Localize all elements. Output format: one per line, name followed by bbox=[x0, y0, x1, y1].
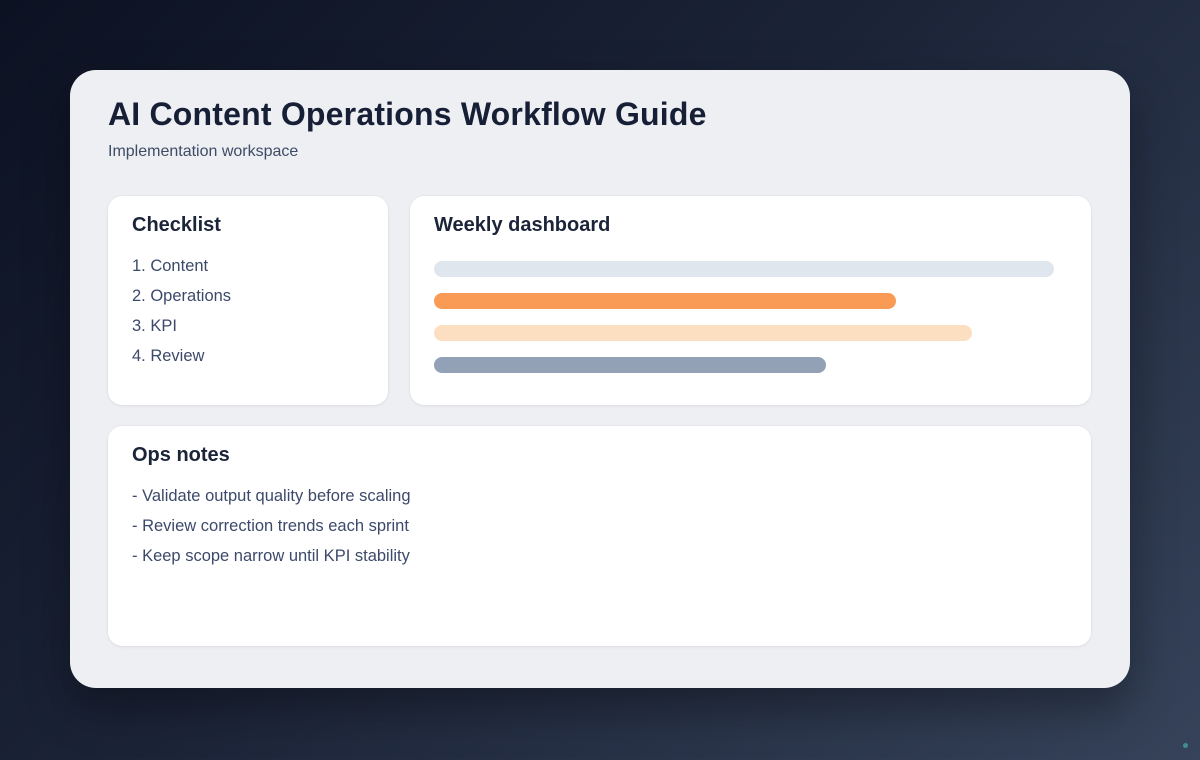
dashboard-bar-4 bbox=[434, 357, 827, 373]
ops-notes-panel: Ops notes - Validate output quality befo… bbox=[108, 426, 1091, 646]
corner-dot bbox=[1183, 743, 1188, 748]
dashboard-bar-3 bbox=[434, 325, 973, 341]
notes-heading: Ops notes bbox=[132, 444, 230, 466]
checklist-heading: Checklist bbox=[132, 214, 221, 236]
dashboard-bar-2 bbox=[434, 293, 897, 309]
dashboard-heading: Weekly dashboard bbox=[434, 214, 611, 236]
checklist-item: 1. Content bbox=[132, 257, 209, 275]
checklist-list: 1. Content 2. Operations 3. KPI 4. Review bbox=[132, 251, 364, 371]
checklist-item: 3. KPI bbox=[132, 317, 177, 335]
checklist-panel: Checklist 1. Content 2. Operations 3. KPI 4… bbox=[108, 196, 388, 405]
checklist-item: 4. Review bbox=[132, 347, 205, 365]
notes-item: - Keep scope narrow until KPI stability bbox=[132, 547, 410, 565]
notes-item: - Review correction trends each sprint bbox=[132, 517, 409, 535]
checklist-item: 2. Operations bbox=[132, 287, 232, 305]
page-title: AI Content Operations Workflow Guide bbox=[108, 96, 707, 132]
dashboard-bar-1 bbox=[434, 261, 1055, 277]
dashboard-bars bbox=[434, 261, 1067, 373]
workspace-card: AI Content Operations Workflow Guide Imp… bbox=[70, 70, 1130, 688]
notes-list: - Validate output quality before scaling… bbox=[132, 481, 1067, 571]
weekly-dashboard-panel: Weekly dashboard bbox=[410, 196, 1091, 405]
page-subtitle: Implementation workspace bbox=[108, 143, 299, 160]
notes-item: - Validate output quality before scaling bbox=[132, 487, 411, 505]
